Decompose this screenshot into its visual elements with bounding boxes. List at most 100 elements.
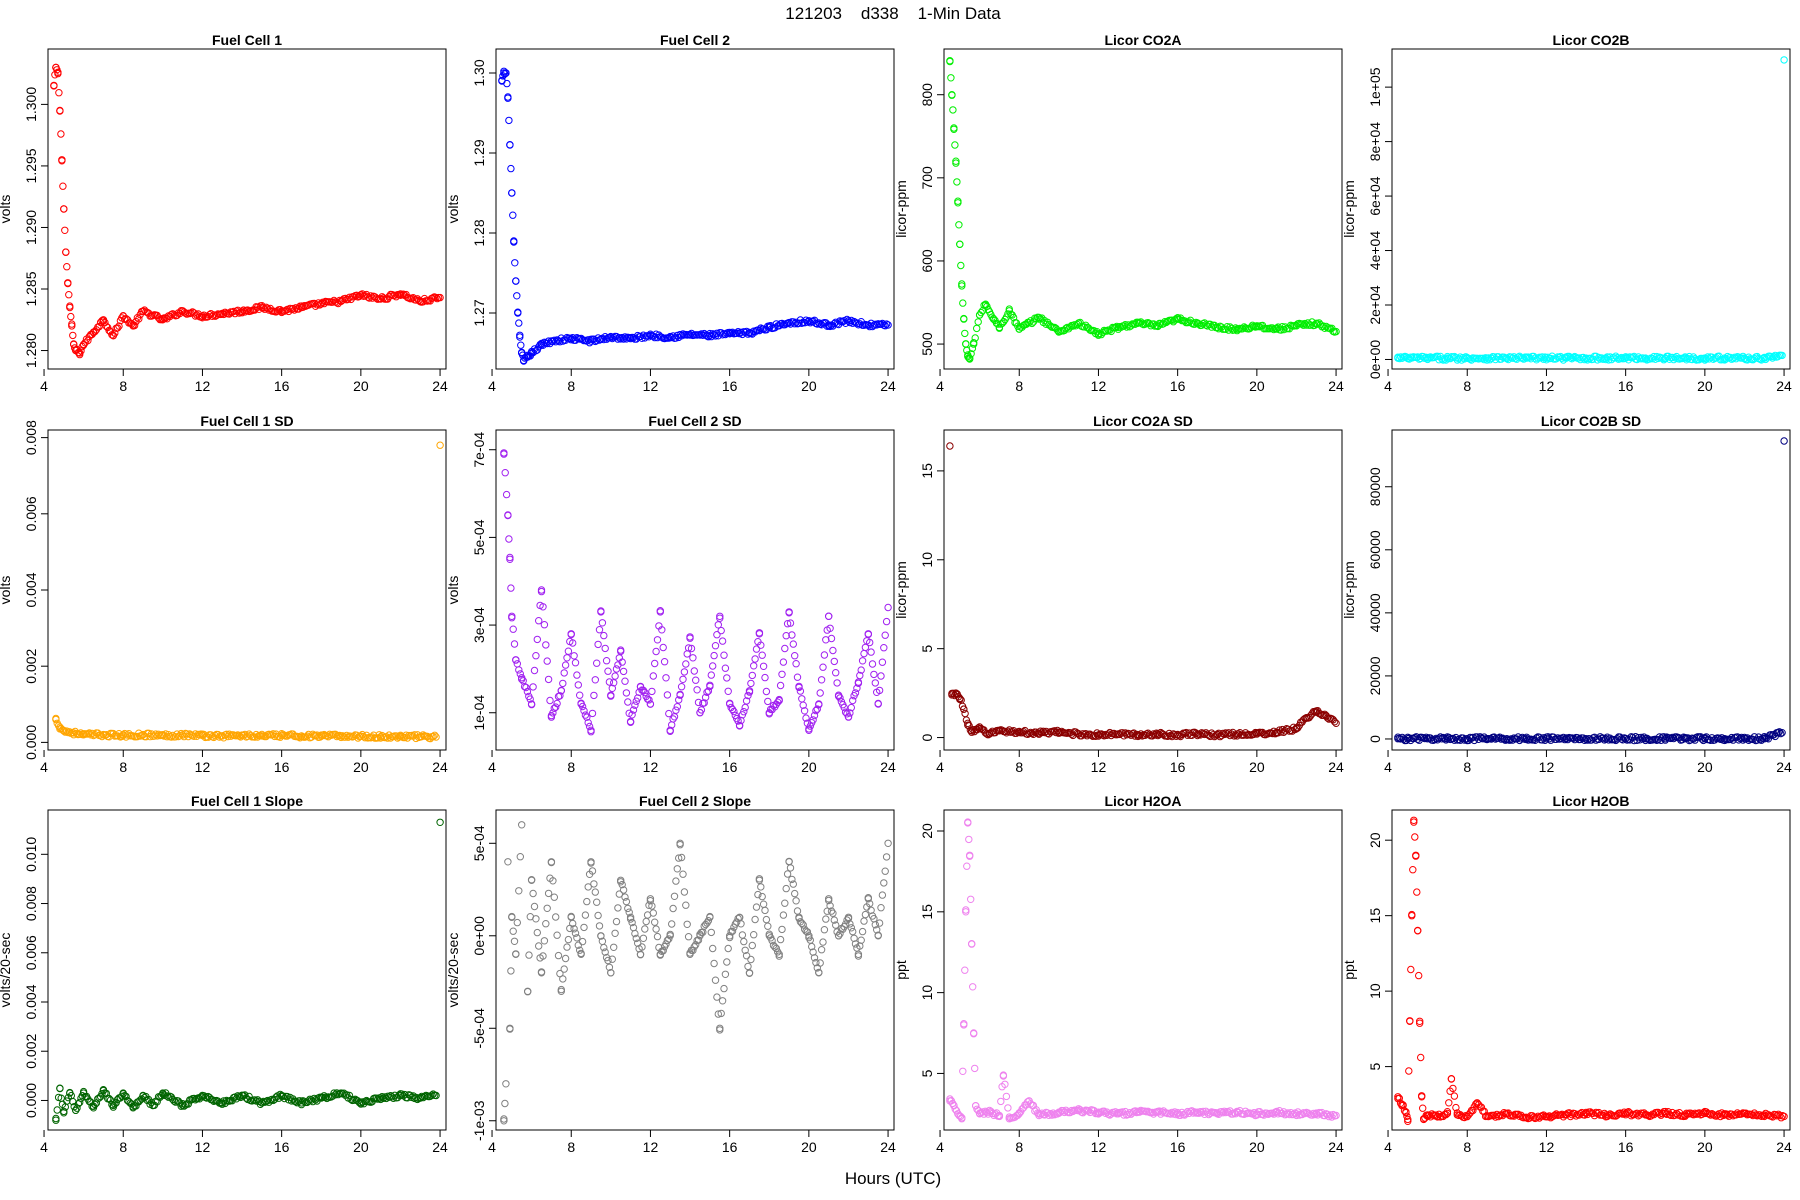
data-point [396, 290, 405, 298]
trace-point [1321, 324, 1329, 332]
data-point [1154, 322, 1162, 330]
x-tick-label: 12 [1091, 759, 1107, 775]
data-point [1114, 323, 1122, 332]
trace-point [217, 310, 225, 319]
data-point [966, 851, 974, 859]
trace-point [677, 853, 686, 862]
data-point [864, 630, 872, 638]
trace-point [660, 658, 669, 666]
trace-point [612, 665, 621, 673]
trace-point [961, 709, 969, 718]
trace-point [1223, 323, 1231, 331]
trace-point [1671, 1111, 1679, 1119]
trace-point [871, 921, 879, 929]
trace-point [1240, 731, 1248, 739]
trace-point [949, 106, 957, 114]
trace-point [786, 619, 795, 627]
data-point [1641, 1111, 1650, 1119]
data-point [1443, 354, 1452, 362]
trace-point [268, 1095, 276, 1104]
data-point [735, 722, 744, 730]
trace-point [571, 929, 580, 937]
data-point [854, 678, 863, 686]
y-tick-label: 0e+00 [1367, 340, 1383, 380]
trace-point [1001, 727, 1009, 736]
trace-point [361, 1097, 369, 1106]
data-point [99, 731, 108, 739]
data-point [834, 691, 843, 699]
trace-point [381, 733, 389, 742]
trace-point [694, 698, 703, 707]
trace-point [1123, 731, 1131, 739]
trace-point [574, 681, 582, 689]
y-tick-label: 0.002 [23, 1034, 39, 1069]
trace-point [679, 330, 687, 338]
trace-point [588, 709, 597, 718]
data-point [964, 719, 972, 727]
trace-point [751, 655, 759, 663]
data-point [258, 1099, 266, 1107]
data-point [79, 1089, 88, 1097]
data-point [500, 69, 508, 77]
trace-point [1124, 321, 1132, 329]
trace-point [1776, 1111, 1784, 1120]
trace-point [809, 716, 817, 724]
trace-point [723, 674, 731, 682]
trace-point [881, 322, 889, 330]
trace-point [761, 906, 769, 915]
y-tick-label: 40000 [1367, 593, 1383, 632]
trace-point [1080, 1107, 1089, 1115]
trace-point [597, 335, 605, 343]
data-point [337, 297, 345, 305]
data-point [1322, 712, 1330, 720]
x-tick-label: 24 [880, 378, 896, 394]
trace-point [744, 691, 752, 700]
x-tick-label: 4 [936, 378, 944, 394]
trace-point [675, 854, 683, 862]
x-tick-label: 4 [40, 759, 48, 775]
trace-point [959, 299, 967, 307]
data-point [795, 913, 803, 921]
data-point [218, 1099, 226, 1107]
data-point [198, 1091, 207, 1100]
data-point [1174, 315, 1182, 323]
trace-point [564, 935, 573, 944]
data-point [1463, 354, 1471, 362]
data-point [1443, 1109, 1452, 1118]
data-point [1562, 735, 1570, 743]
data-point [956, 240, 964, 249]
data-point [62, 248, 70, 256]
trace-point [711, 976, 720, 984]
trace-point [1326, 1111, 1335, 1119]
y-tick-label: 0.000 [23, 725, 39, 760]
trace-point [741, 703, 749, 712]
trace-point [507, 164, 515, 173]
trace-point [73, 1104, 81, 1112]
trace-point [535, 942, 543, 950]
trace-point [764, 697, 772, 706]
data-point [1055, 728, 1063, 736]
data-point [416, 297, 424, 305]
trace-point [1566, 354, 1575, 362]
trace-point [963, 862, 971, 870]
trace-point [669, 715, 677, 723]
data-point [149, 1101, 157, 1110]
trace-point [164, 1093, 173, 1101]
data-point [567, 630, 575, 638]
data-point [524, 353, 532, 361]
trace-point [953, 178, 961, 186]
trace-point [552, 913, 560, 921]
data-point [72, 346, 80, 355]
trace-point [778, 925, 786, 934]
data-point [1005, 1113, 1013, 1121]
trace-point [741, 946, 749, 954]
trace-point [799, 921, 807, 929]
trace-point [330, 1089, 338, 1097]
data-point [968, 728, 976, 736]
trace-point [1329, 1110, 1337, 1119]
data-point [726, 700, 734, 708]
panel-11: Licor H2OA ppt 4 8 12 16 20 24 5 10 15 20 [893, 793, 1344, 1155]
data-point [508, 612, 516, 620]
trace-point [1483, 356, 1491, 364]
trace-point [1004, 727, 1012, 735]
